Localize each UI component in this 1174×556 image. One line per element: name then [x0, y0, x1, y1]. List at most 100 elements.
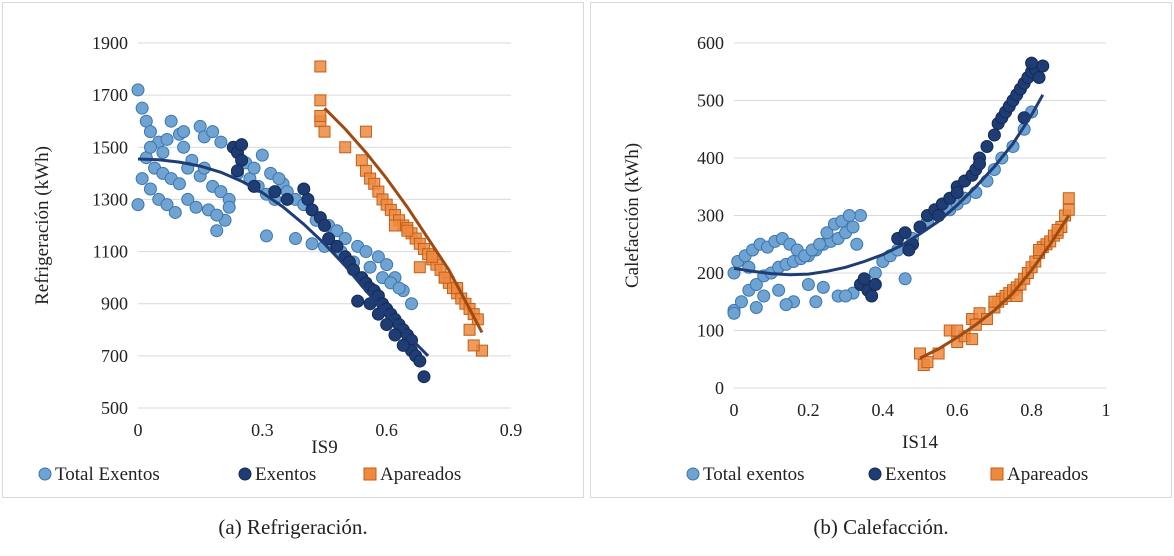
- data-point-exentos: [380, 318, 394, 332]
- data-point-total-exentos: [850, 237, 864, 251]
- trend-exentos-line: [733, 94, 1045, 277]
- data-point-total-exentos: [156, 146, 170, 159]
- data-point-exentos: [417, 370, 431, 384]
- legend-marker: [363, 467, 377, 481]
- legend-label: Apareados: [1007, 464, 1088, 485]
- data-point-apareados: [388, 219, 401, 232]
- data-point-total-exentos: [247, 161, 261, 175]
- data-point-apareados: [314, 60, 327, 73]
- data-point-apareados: [318, 125, 331, 138]
- data-point-total-exentos: [405, 297, 419, 311]
- data-point-exentos: [388, 328, 402, 342]
- data-point-total-exentos: [392, 281, 406, 295]
- data-point-total-exentos: [181, 192, 195, 206]
- data-point-apareados: [1062, 203, 1075, 216]
- data-point-total-exentos: [380, 258, 394, 272]
- data-point-exentos: [987, 128, 1001, 142]
- chart-panel-refrigeracion: 500 700 900 1100 1300 1500 1700 1900 0 0.3 0.6 0.9 I…: [2, 2, 584, 498]
- y-tick-label: 1900: [92, 33, 128, 53]
- data-point-total-exentos: [363, 260, 377, 274]
- x-tick-label: 0: [134, 420, 143, 440]
- data-point-total-exentos: [177, 125, 191, 139]
- legend-label: Total Exentos: [55, 464, 160, 485]
- data-point-exentos: [950, 186, 964, 199]
- data-point-total-exentos: [330, 224, 344, 238]
- caption-calefaccion: (b) Calefacción.: [813, 515, 949, 539]
- data-point-total-exentos: [172, 177, 186, 191]
- y-tick-label: 700: [101, 346, 128, 366]
- data-point-total-exentos: [131, 83, 145, 97]
- caption-refrigeracion: (a) Refrigeración.: [218, 515, 368, 539]
- legend-label: Total exentos: [703, 464, 805, 485]
- data-point-exentos: [330, 239, 344, 253]
- legend-marker: [686, 467, 700, 481]
- data-point-apareados: [401, 224, 414, 237]
- data-point-total-exentos: [189, 200, 203, 214]
- legend-marker: [238, 467, 252, 481]
- data-point-apareados: [988, 295, 1001, 308]
- y-tick-label: 400: [697, 148, 724, 168]
- trend-apareados-line: [323, 107, 484, 334]
- data-point-exentos: [322, 232, 336, 246]
- y-tick-label: 1100: [93, 242, 128, 262]
- data-point-exentos: [868, 278, 882, 291]
- data-point-total-exentos: [757, 289, 771, 303]
- data-point-total-exentos: [898, 272, 912, 286]
- data-point-total-exentos: [371, 250, 385, 264]
- data-point-exentos: [865, 289, 879, 303]
- data-point-apareados: [355, 154, 368, 167]
- trend-apareados-line: [919, 214, 1071, 360]
- x-tick-label: 0.6: [375, 420, 398, 440]
- data-point-total-exentos: [143, 125, 157, 139]
- data-point-total-exentos: [168, 205, 182, 219]
- chart-calefaccion: 0 100 200 300 400 500 600 0 0.2 0.4 0.6 0.8 1 IS14 Cal…: [622, 33, 1111, 485]
- data-point-exentos: [898, 226, 912, 240]
- data-point-total-exentos: [987, 163, 1001, 176]
- data-point-total-exentos: [779, 298, 793, 312]
- data-point-total-exentos: [772, 283, 786, 297]
- legend-marker: [990, 467, 1004, 481]
- data-point-exentos: [351, 294, 365, 308]
- data-point-total-exentos: [813, 237, 827, 251]
- x-tick-label: 0.9: [500, 420, 523, 440]
- y-tick-label: 1700: [92, 85, 128, 105]
- data-point-exentos: [305, 203, 319, 217]
- data-point-total-exentos: [222, 200, 236, 214]
- data-point-total-exentos: [210, 208, 224, 222]
- data-point-exentos: [902, 243, 916, 257]
- x-tick-label: 0: [730, 400, 739, 420]
- data-point-total-exentos: [749, 301, 763, 314]
- data-point-apareados: [314, 110, 327, 122]
- y-tick-label: 100: [697, 321, 724, 341]
- data-point-apareados: [359, 125, 372, 138]
- chart-panel-calefaccion: 0 100 200 300 400 500 600 0 0.2 0.4 0.6 0.8 1 IS14 Cal…: [590, 2, 1172, 498]
- data-point-total-exentos: [210, 224, 224, 238]
- data-point-apareados: [438, 271, 451, 284]
- data-point-exentos: [280, 192, 294, 206]
- data-point-exentos: [973, 157, 987, 171]
- data-point-apareados: [467, 339, 480, 352]
- y-tick-label: 1500: [92, 137, 128, 157]
- chart-refrigeracion: 500 700 900 1100 1300 1500 1700 1900 0 0.3 0.6 0.9 I…: [32, 33, 523, 485]
- data-point-total-exentos: [846, 220, 860, 234]
- data-point-total-exentos: [338, 232, 352, 246]
- data-point-total-exentos: [135, 101, 149, 115]
- data-point-total-exentos: [288, 232, 302, 246]
- data-point-total-exentos: [143, 182, 157, 196]
- data-point-total-exentos: [255, 148, 269, 162]
- data-point-exentos: [371, 307, 385, 321]
- data-point-total-exentos: [206, 125, 220, 139]
- data-point-total-exentos: [135, 172, 149, 186]
- x-tick-label: 0.6: [946, 400, 969, 420]
- y-tick-label: 1300: [92, 189, 128, 209]
- data-point-apareados: [339, 141, 352, 154]
- y-tick-label: 200: [697, 263, 724, 283]
- x-axis-title: IS14: [902, 432, 938, 453]
- data-point-exentos: [980, 140, 994, 153]
- data-point-total-exentos: [214, 135, 228, 149]
- data-point-exentos: [318, 219, 331, 232]
- legend-marker: [38, 467, 52, 481]
- data-point-total-exentos: [259, 229, 273, 243]
- data-point-exentos: [1032, 71, 1046, 84]
- data-point-total-exentos: [305, 237, 319, 251]
